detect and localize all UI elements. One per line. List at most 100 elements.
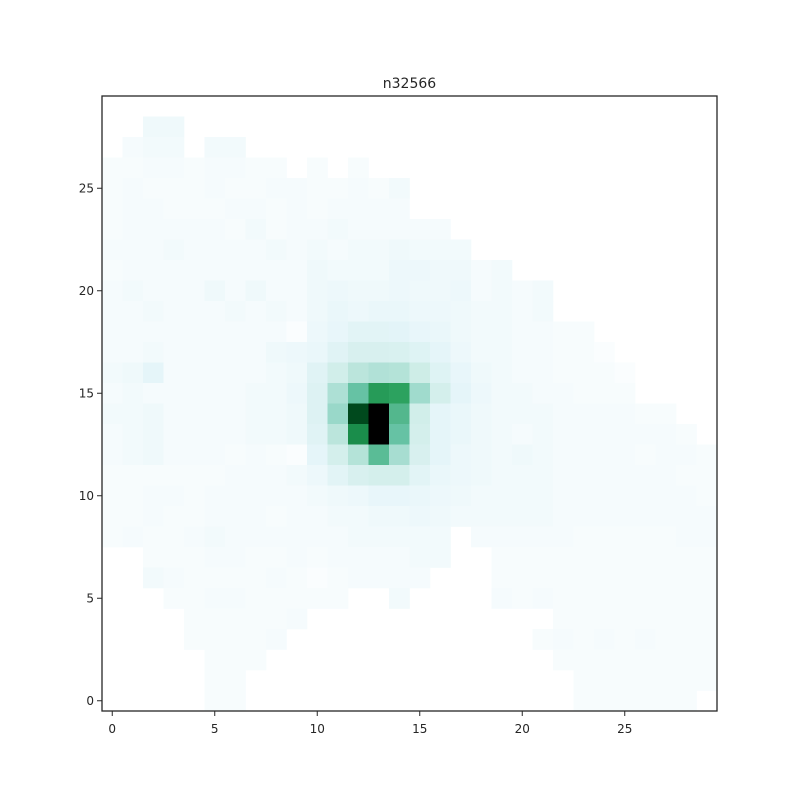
heatmap-cell xyxy=(102,219,123,240)
heatmap-cell xyxy=(122,301,144,322)
heatmap-cell xyxy=(512,403,533,425)
heatmap-cell xyxy=(245,301,267,322)
heatmap-cell xyxy=(184,506,205,527)
heatmap-cell xyxy=(389,506,410,527)
heatmap-cell xyxy=(491,485,513,507)
heatmap-cell xyxy=(409,567,431,589)
heatmap-cell xyxy=(307,362,328,384)
heatmap-cell xyxy=(184,526,205,548)
heatmap-cell xyxy=(573,567,595,589)
heatmap-cell xyxy=(676,424,697,445)
heatmap-cell xyxy=(184,178,205,199)
heatmap-cell xyxy=(184,362,205,384)
heatmap-cell xyxy=(594,670,615,691)
heatmap-cell xyxy=(430,526,451,548)
heatmap-cell xyxy=(204,219,226,240)
heatmap-cells xyxy=(102,116,718,712)
heatmap-cell xyxy=(614,362,636,384)
heatmap-cell xyxy=(491,567,513,589)
heatmap-cell xyxy=(225,260,246,281)
heatmap-cell xyxy=(204,301,226,322)
y-tick-label: 25 xyxy=(79,181,94,195)
heatmap-cell xyxy=(409,506,431,527)
heatmap-cell xyxy=(122,342,144,363)
heatmap-cell xyxy=(553,526,574,548)
heatmap-cell xyxy=(184,424,205,445)
heatmap-cell xyxy=(430,321,451,343)
heatmap-cell xyxy=(389,198,410,220)
heatmap-cell xyxy=(307,321,328,343)
heatmap-cell xyxy=(614,506,636,527)
heatmap-cell xyxy=(122,465,144,486)
heatmap-cell xyxy=(409,383,431,404)
heatmap-cell xyxy=(266,506,287,527)
heatmap-cell xyxy=(348,321,369,343)
heatmap-cell xyxy=(368,465,390,486)
heatmap-cell xyxy=(143,362,164,384)
heatmap-cell xyxy=(245,198,267,220)
heatmap-cell xyxy=(307,280,328,302)
heatmap-cell xyxy=(143,219,164,240)
heatmap-cell xyxy=(286,280,308,302)
heatmap-cell xyxy=(245,506,267,527)
heatmap-cell xyxy=(266,239,287,261)
heatmap-cell xyxy=(430,260,451,281)
heatmap-cell xyxy=(614,649,636,671)
heatmap-cell xyxy=(204,608,226,630)
heatmap-cell xyxy=(635,649,656,671)
heatmap-cell xyxy=(655,670,677,691)
heatmap-cell xyxy=(389,260,410,281)
x-tick-label: 10 xyxy=(310,722,325,736)
heatmap-cell xyxy=(286,239,308,261)
heatmap-cell xyxy=(696,465,718,486)
heatmap-cell xyxy=(163,260,185,281)
heatmap-cell xyxy=(102,383,123,404)
heatmap-cell xyxy=(204,260,226,281)
heatmap-cell xyxy=(307,485,328,507)
heatmap-cell xyxy=(204,362,226,384)
heatmap-cell xyxy=(122,321,144,343)
heatmap-cell xyxy=(635,444,656,466)
heatmap-cell xyxy=(327,342,349,363)
heatmap-cell xyxy=(327,301,349,322)
heatmap-cell xyxy=(184,608,205,630)
heatmap-cell xyxy=(266,567,287,589)
heatmap-cell xyxy=(266,465,287,486)
heatmap-cell xyxy=(450,301,472,322)
heatmap-cell xyxy=(614,567,636,589)
heatmap-cell xyxy=(245,465,267,486)
heatmap-cell xyxy=(245,219,267,240)
heatmap-cell xyxy=(594,567,615,589)
heatmap-cell xyxy=(409,260,431,281)
heatmap-cell xyxy=(532,588,554,609)
heatmap-cell xyxy=(184,588,205,609)
heatmap-cell xyxy=(450,321,472,343)
heatmap-cell xyxy=(286,588,308,609)
heatmap-cell xyxy=(143,116,164,138)
y-tick-label: 20 xyxy=(79,284,94,298)
heatmap-cell xyxy=(512,362,533,384)
heatmap-cell xyxy=(225,157,246,179)
heatmap-cell xyxy=(430,485,451,507)
heatmap-cell xyxy=(676,629,697,650)
heatmap-cell xyxy=(184,260,205,281)
heatmap-cell xyxy=(163,588,185,609)
heatmap-cell xyxy=(307,342,328,363)
heatmap-cell xyxy=(676,567,697,589)
heatmap-cell xyxy=(635,424,656,445)
heatmap-cell xyxy=(102,239,123,261)
heatmap-cell xyxy=(553,485,574,507)
heatmap-cell xyxy=(389,485,410,507)
heatmap-cell xyxy=(225,690,246,712)
heatmap-cell xyxy=(491,321,513,343)
heatmap-cell xyxy=(696,567,718,589)
heatmap-cell xyxy=(389,444,410,466)
heatmap-cell xyxy=(348,506,369,527)
heatmap-cell xyxy=(245,260,267,281)
heatmap-cell xyxy=(348,280,369,302)
heatmap-cell xyxy=(573,485,595,507)
heatmap-cell xyxy=(512,547,533,568)
heatmap-cell xyxy=(471,424,492,445)
heatmap-cell xyxy=(245,424,267,445)
heatmap-cell xyxy=(143,506,164,527)
